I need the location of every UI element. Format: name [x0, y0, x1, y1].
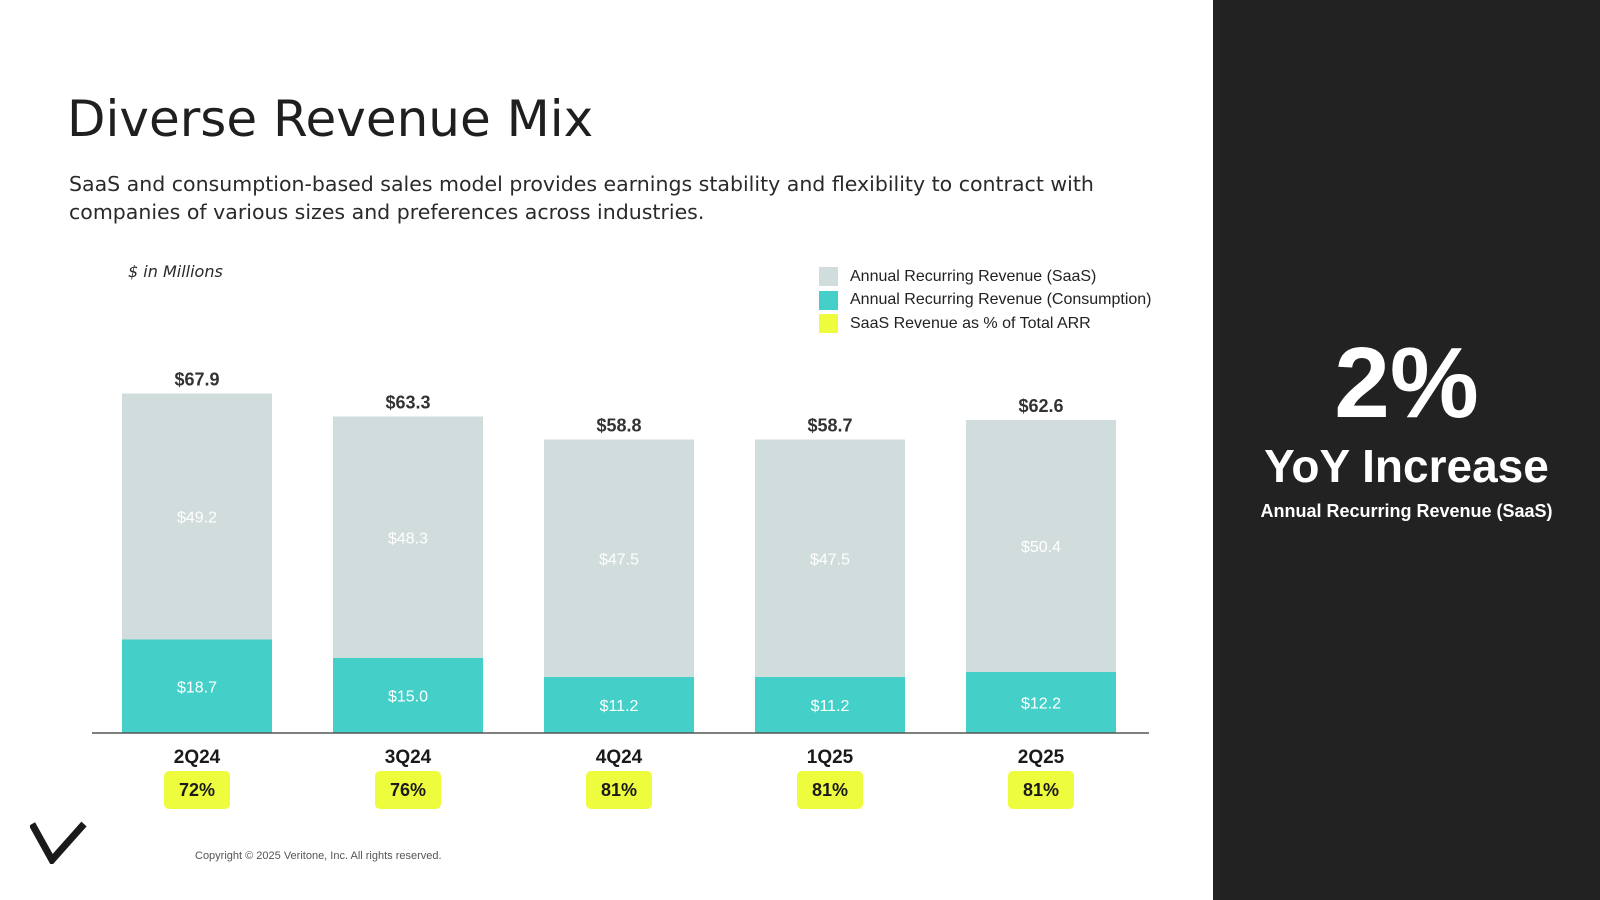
x-tick-label: 3Q24 [385, 747, 432, 768]
total-label: $62.6 [1018, 396, 1063, 416]
kpi-label: YoY Increase [1264, 440, 1549, 492]
x-tick-label: 1Q25 [807, 747, 854, 768]
slide-subtitle: SaaS and consumption-based sales model p… [69, 172, 1094, 224]
kpi-sublabel: Annual Recurring Revenue (SaaS) [1260, 501, 1553, 521]
bar-saas [966, 420, 1116, 672]
legend-label-saas: Annual Recurring Revenue (SaaS) [850, 267, 1097, 285]
bar-saas [122, 393, 272, 640]
kpi-sidebar: 2% YoY Increase Annual Recurring Revenue… [1213, 0, 1600, 900]
legend-item-consumption: Annual Recurring Revenue (Consumption) [819, 289, 1152, 313]
legend-swatch-saas [819, 267, 838, 287]
legend-item-saas: Annual Recurring Revenue (SaaS) [819, 265, 1152, 289]
revenue-bar-chart: $18.7 $49.2 $67.9 2Q24 $15.0 $48.3 $63.3 3Q24 $1… [92, 370, 1149, 768]
chart-legend: Annual Recurring Revenue (SaaS) Annual R… [819, 265, 1152, 336]
data-label-consumption: $11.2 [600, 698, 639, 715]
legend-item-saas-percent: SaaS Revenue as % of Total ARR [819, 312, 1152, 336]
data-label-saas: $47.5 [810, 551, 850, 568]
bar-consumption [544, 677, 694, 733]
data-label-consumption: $15.0 [388, 689, 428, 706]
legend-label-saas-percent: SaaS Revenue as % of Total ARR [850, 314, 1091, 332]
total-label: $58.7 [807, 416, 852, 436]
bar-consumption [122, 639, 272, 733]
total-label: $67.9 [174, 370, 219, 390]
legend-swatch-saas-percent [819, 314, 838, 334]
veritone-logo-icon [30, 821, 87, 864]
total-label: $58.8 [596, 416, 641, 436]
copyright-text: Copyright © 2025 Veritone, Inc. All righ… [195, 850, 442, 862]
x-tick-label: 2Q25 [1018, 747, 1065, 768]
slide-title: Diverse Revenue Mix [67, 90, 594, 148]
bar-saas [333, 416, 483, 658]
data-label-consumption: $12.2 [1021, 696, 1061, 713]
bar-saas [755, 439, 905, 677]
data-label-consumption: $18.7 [177, 679, 217, 696]
slide-main: Diverse Revenue Mix SaaS and consumption… [30, 90, 1152, 864]
x-tick-label: 4Q24 [596, 747, 643, 768]
saas-percent-badge: 76% [375, 771, 441, 809]
saas-percent-badge: 81% [1008, 771, 1074, 809]
bar-consumption [755, 677, 905, 733]
saas-percent-badge: 81% [586, 771, 652, 809]
data-label-saas: $48.3 [388, 530, 428, 547]
saas-percent-badge: 72% [164, 771, 230, 809]
saas-percent-badge: 81% [797, 771, 863, 809]
data-label-saas: $49.2 [177, 510, 217, 527]
bar-consumption [966, 672, 1116, 733]
data-label-consumption: $11.2 [811, 698, 850, 715]
total-label: $63.3 [385, 393, 430, 413]
x-tick-label: 2Q24 [174, 747, 221, 768]
legend-label-consumption: Annual Recurring Revenue (Consumption) [850, 291, 1152, 309]
kpi-value: 2% [1334, 327, 1479, 439]
data-label-saas: $50.4 [1021, 539, 1061, 556]
legend-swatch-consumption [819, 290, 838, 310]
data-label-saas: $47.5 [599, 551, 639, 568]
bar-consumption [333, 658, 483, 733]
unit-label: $ in Millions [128, 262, 223, 281]
bar-saas [544, 439, 694, 677]
